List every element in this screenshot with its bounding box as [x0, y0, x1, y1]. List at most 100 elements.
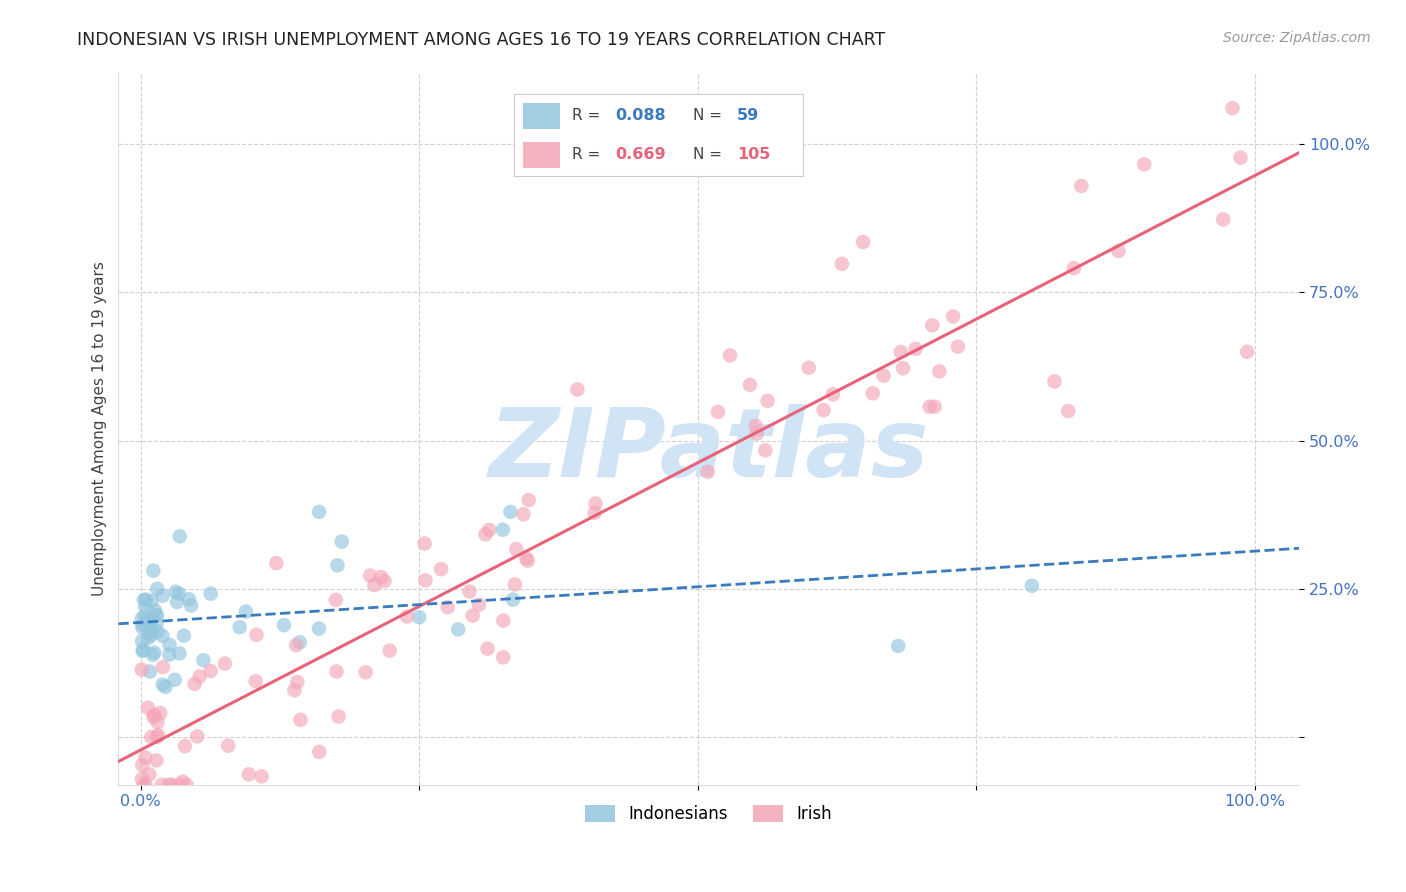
Point — [1222, 101, 1244, 115]
Point — [468, 598, 491, 612]
Point — [1229, 151, 1251, 165]
Point — [172, 774, 194, 789]
Point — [891, 361, 914, 376]
Point — [413, 536, 436, 550]
Point — [250, 769, 273, 783]
Point — [134, 608, 156, 623]
Point — [862, 386, 884, 401]
Point — [696, 465, 718, 479]
Point — [176, 778, 198, 792]
Point — [134, 599, 156, 614]
Point — [193, 653, 215, 667]
Point — [139, 665, 162, 679]
Point — [308, 622, 330, 636]
Point — [474, 527, 496, 541]
Point — [328, 709, 350, 723]
Point — [290, 713, 312, 727]
Point — [904, 342, 927, 356]
Point — [928, 364, 950, 378]
Point — [395, 609, 418, 624]
Point — [163, 673, 186, 687]
Point — [1021, 579, 1043, 593]
Point — [852, 235, 875, 249]
Point — [308, 505, 330, 519]
Point — [326, 558, 349, 573]
Point — [146, 730, 169, 744]
Point — [188, 669, 211, 683]
Point — [516, 554, 538, 568]
Point — [1070, 178, 1092, 193]
Point — [165, 584, 187, 599]
Point — [245, 674, 267, 689]
Point — [754, 443, 776, 458]
Point — [492, 614, 515, 628]
Point — [152, 589, 174, 603]
Text: Source: ZipAtlas.com: Source: ZipAtlas.com — [1223, 31, 1371, 45]
Point — [131, 643, 153, 657]
Point — [492, 650, 515, 665]
Point — [135, 592, 157, 607]
Point — [138, 631, 160, 645]
Point — [831, 257, 853, 271]
Point — [143, 646, 166, 660]
Point — [756, 393, 779, 408]
Point — [138, 625, 160, 640]
Point — [1063, 261, 1085, 276]
Point — [169, 529, 191, 543]
Point — [1057, 404, 1080, 418]
Point — [238, 767, 260, 781]
Point — [157, 648, 180, 662]
Point — [200, 664, 222, 678]
Point — [890, 345, 912, 359]
Point — [134, 750, 156, 764]
Point — [921, 318, 943, 333]
Point — [173, 629, 195, 643]
Point — [378, 643, 401, 657]
Point — [359, 568, 381, 582]
Point — [131, 758, 153, 772]
Point — [139, 628, 162, 642]
Point — [143, 603, 166, 617]
Point — [436, 600, 458, 615]
Point — [146, 714, 169, 729]
Point — [160, 778, 183, 792]
Point — [512, 508, 534, 522]
Point — [447, 623, 470, 637]
Point — [142, 648, 165, 662]
Point — [132, 593, 155, 607]
Point — [370, 570, 392, 584]
Point — [503, 577, 526, 591]
Point — [942, 310, 965, 324]
Point — [134, 778, 156, 792]
Point — [707, 405, 730, 419]
Point — [288, 635, 311, 649]
Point — [354, 665, 377, 680]
Point — [228, 620, 250, 634]
Point — [745, 426, 768, 441]
Point — [152, 629, 174, 643]
Point — [157, 778, 180, 792]
Point — [325, 665, 347, 679]
Point — [325, 593, 347, 607]
Point — [415, 574, 437, 588]
Point — [813, 403, 835, 417]
Point — [136, 700, 159, 714]
Point — [266, 556, 288, 570]
Point — [285, 638, 308, 652]
Point — [131, 634, 153, 648]
Point — [872, 368, 894, 383]
Point — [132, 778, 155, 792]
Point — [502, 592, 524, 607]
Point — [745, 419, 768, 434]
Point — [141, 730, 163, 744]
Point — [373, 574, 395, 588]
Point — [918, 400, 941, 414]
Point — [167, 587, 190, 601]
Point — [141, 594, 163, 608]
Point — [924, 400, 946, 414]
Point — [478, 523, 501, 537]
Point — [142, 564, 165, 578]
Point — [363, 578, 385, 592]
Text: ZIPatlas: ZIPatlas — [488, 404, 929, 497]
Point — [146, 624, 169, 639]
